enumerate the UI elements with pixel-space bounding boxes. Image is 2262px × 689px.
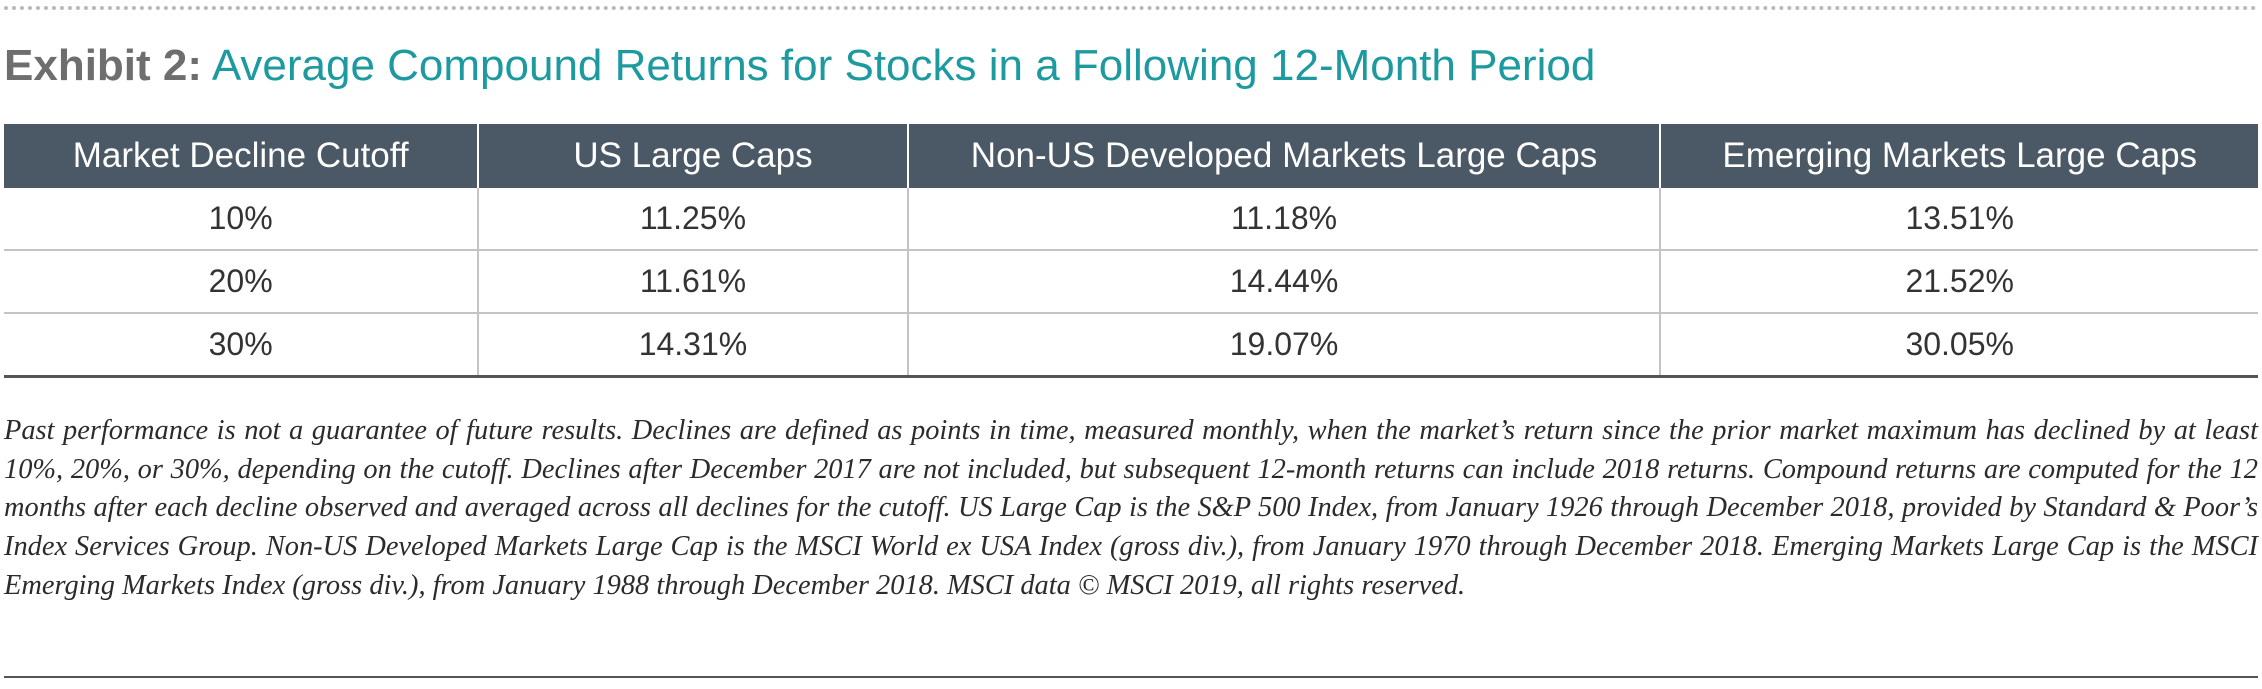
cell-decline-cutoff: 20% bbox=[4, 249, 479, 313]
column-header-us-large-caps: US Large Caps bbox=[477, 124, 908, 188]
cell-emerging-markets: 21.52% bbox=[1659, 249, 2258, 313]
table-row: 10% 11.25% 11.18% 13.51% bbox=[4, 188, 2258, 250]
exhibit-number: Exhibit 2: bbox=[4, 41, 203, 90]
cell-us-large-caps: 11.25% bbox=[477, 188, 908, 250]
cell-us-large-caps: 11.61% bbox=[477, 249, 908, 313]
table-header-row: Market Decline Cutoff US Large Caps Non-… bbox=[4, 124, 2258, 188]
cell-non-us-developed: 11.18% bbox=[906, 188, 1661, 250]
column-header-decline-cutoff: Market Decline Cutoff bbox=[4, 124, 479, 188]
bottom-divider bbox=[4, 676, 2258, 678]
top-dotted-divider bbox=[4, 6, 2258, 10]
cell-emerging-markets: 13.51% bbox=[1659, 188, 2258, 250]
cell-decline-cutoff: 10% bbox=[208, 200, 273, 236]
table-row: 20% 11.61% 14.44% 21.52% bbox=[4, 249, 2258, 313]
cell-decline-cutoff: 30% bbox=[4, 312, 479, 378]
exhibit-title: Exhibit 2: Average Compound Returns for … bbox=[4, 36, 1595, 96]
exhibit-title-text: Average Compound Returns for Stocks in a… bbox=[211, 41, 1596, 90]
cell-us-large-caps: 14.31% bbox=[477, 312, 908, 378]
cell-emerging-markets: 30.05% bbox=[1659, 312, 2258, 378]
disclosure-footnote: Past performance is not a guarantee of f… bbox=[4, 415, 2258, 601]
returns-table: Market Decline Cutoff US Large Caps Non-… bbox=[4, 124, 2258, 378]
column-header-emerging-markets: Emerging Markets Large Caps bbox=[1659, 124, 2258, 188]
cell-non-us-developed: 19.07% bbox=[906, 312, 1661, 378]
cell-non-us-developed: 14.44% bbox=[906, 249, 1661, 313]
column-header-non-us-developed: Non-US Developed Markets Large Caps bbox=[906, 124, 1661, 188]
table-row: 30% 14.31% 19.07% 30.05% bbox=[4, 312, 2258, 378]
